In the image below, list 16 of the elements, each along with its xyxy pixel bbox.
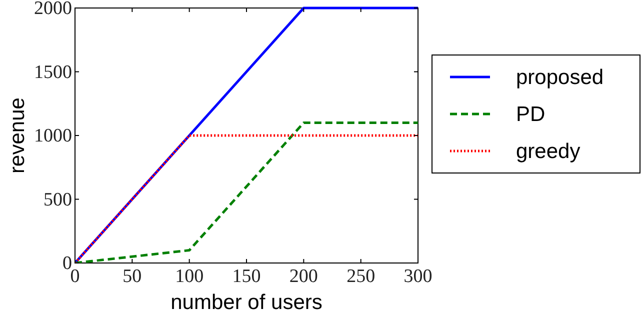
- x-axis-title: number of users: [170, 291, 322, 314]
- legend-label: proposed: [516, 66, 604, 89]
- x-tick-label: 300: [404, 266, 432, 287]
- x-tick-label: 250: [346, 266, 376, 287]
- y-tick-label: 500: [44, 189, 72, 210]
- y-tick-label: 1500: [34, 62, 72, 83]
- y-tick-label: 0: [62, 253, 72, 274]
- x-tick-label: 150: [232, 266, 261, 287]
- y-axis-title: revenue: [6, 98, 29, 174]
- x-tick-label: 200: [289, 266, 318, 287]
- y-tick-label: 1000: [34, 126, 72, 146]
- legend-label: PD: [516, 103, 546, 126]
- y-tick-label: 2000: [34, 0, 72, 19]
- legend-label: greedy: [516, 140, 581, 163]
- x-tick-label: 100: [175, 266, 204, 287]
- x-tick-label: 50: [122, 266, 142, 287]
